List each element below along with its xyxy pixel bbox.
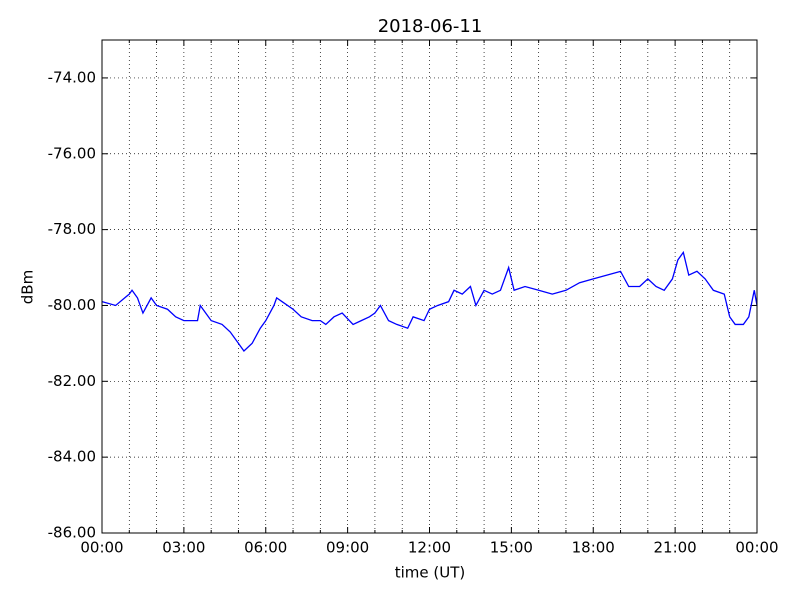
x-tick-label: 06:00: [244, 539, 287, 557]
x-axis-label: time (UT): [395, 564, 466, 582]
y-tick-label: -82.00: [48, 372, 96, 390]
y-tick-label: -84.00: [48, 448, 96, 466]
y-tick-label: -76.00: [48, 144, 96, 162]
x-tick-label: 12:00: [408, 539, 451, 557]
x-tick-label: 03:00: [162, 539, 205, 557]
x-tick-label: 00:00: [80, 539, 123, 557]
y-axis-label: dBm: [19, 270, 37, 304]
plot-frame: [101, 39, 758, 534]
y-tick-label: -86.00: [48, 524, 96, 542]
chart-title: 2018-06-11: [378, 16, 483, 37]
y-tick-label: -78.00: [48, 220, 96, 238]
x-tick-label: 09:00: [326, 539, 369, 557]
y-tick-label: -74.00: [48, 68, 96, 86]
line: [101, 250, 758, 352]
y-tick-label: -80.00: [48, 296, 96, 314]
x-tick-label: 15:00: [490, 539, 533, 557]
x-tick-label: 18:00: [572, 539, 615, 557]
x-tick-label: 00:00: [735, 539, 778, 557]
x-tick-label: 21:00: [654, 539, 697, 557]
